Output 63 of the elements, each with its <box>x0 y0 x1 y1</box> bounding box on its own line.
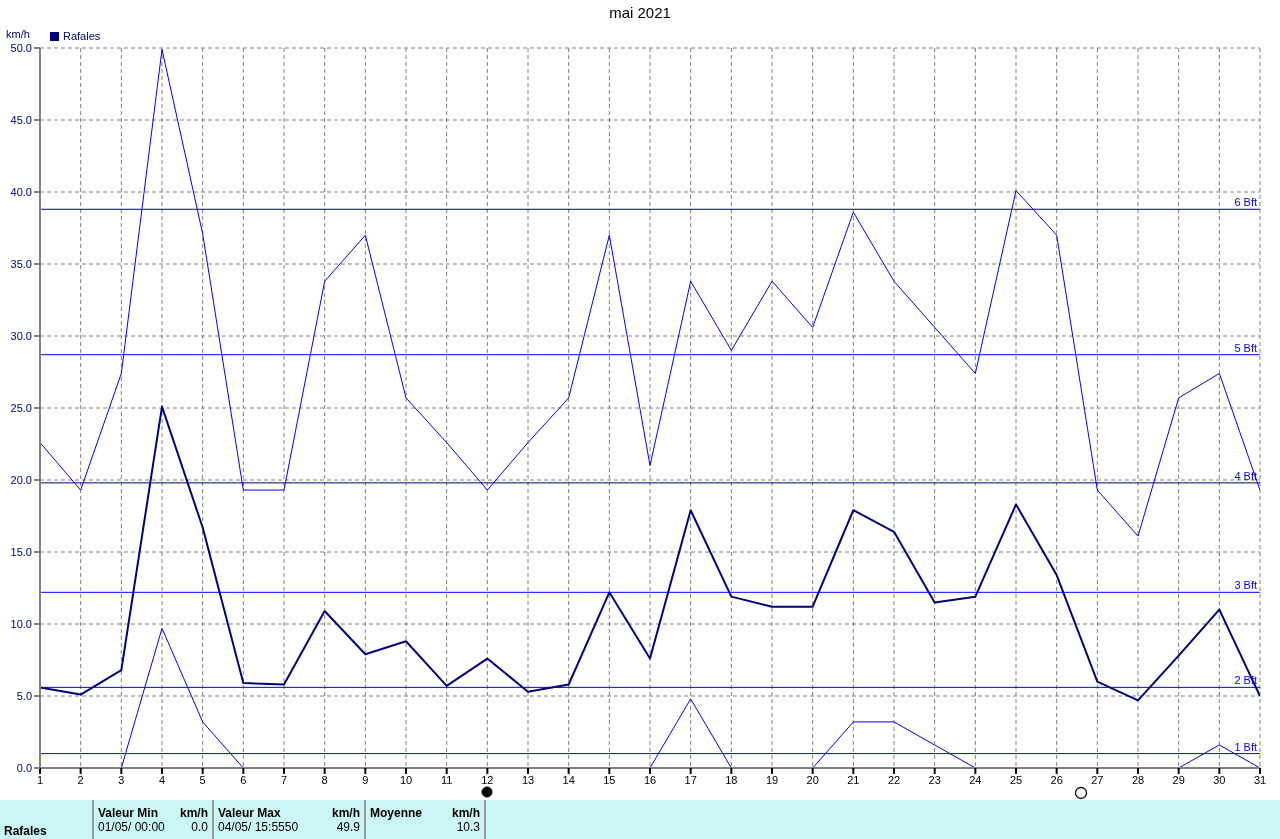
x-tick-label: 10 <box>399 773 413 786</box>
x-tick-label: 20 <box>806 773 819 786</box>
x-tick-label: 15 <box>603 773 616 786</box>
legend-label: Rafales <box>62 30 101 42</box>
x-tick-label: 26 <box>1050 773 1063 786</box>
y-tick-label: 50.0 <box>10 41 32 54</box>
x-tick-label: 9 <box>362 773 369 786</box>
text: Valeur Max <box>217 806 282 820</box>
x-tick-label: 29 <box>1172 773 1185 786</box>
text: km/h <box>331 806 361 820</box>
y-tick-label: 10.0 <box>10 617 32 630</box>
ref-line-label: 1 Bft <box>1234 740 1257 753</box>
ref-line-label: 6 Bft <box>1234 196 1257 209</box>
text: 04/05/ 15:5550 <box>217 820 300 834</box>
text: Moyenne <box>369 806 423 820</box>
text: Valeur Min <box>97 806 160 820</box>
ref-line-label: 4 Bft <box>1234 469 1257 482</box>
x-tick-label: 16 <box>643 773 657 786</box>
x-tick-label: 3 <box>118 773 125 786</box>
text: 10.3 <box>455 820 481 834</box>
y-tick-label: 35.0 <box>10 257 32 270</box>
x-tick-label: 21 <box>847 773 860 786</box>
chart-title: mai 2021 <box>608 4 672 21</box>
x-tick-label: 24 <box>969 773 982 786</box>
text: Rafales <box>3 823 48 839</box>
x-tick-label: 31 <box>1253 773 1267 786</box>
text: 0.0 <box>190 820 209 834</box>
y-tick-label: 40.0 <box>10 185 32 198</box>
y-tick-label: 5.0 <box>16 689 32 702</box>
ref-line-label: 5 Bft <box>1234 341 1257 354</box>
x-tick-label: 12 <box>481 773 494 786</box>
y-tick-label: 30.0 <box>10 329 32 342</box>
x-tick-label: 28 <box>1131 773 1145 786</box>
text: 49.9 <box>335 820 361 834</box>
x-tick-label: 30 <box>1213 773 1226 786</box>
text: km/h <box>451 806 481 820</box>
y-tick-label: 15.0 <box>10 545 32 558</box>
x-tick-label: 25 <box>1009 773 1023 786</box>
y-tick-label: 20.0 <box>10 473 32 486</box>
x-tick-label: 8 <box>321 773 328 786</box>
x-tick-label: 6 <box>240 773 247 786</box>
y-tick-label: 45.0 <box>10 113 32 126</box>
x-tick-label: 13 <box>521 773 535 786</box>
x-tick-label: 19 <box>765 773 779 786</box>
x-tick-label: 23 <box>928 773 941 786</box>
x-tick-label: 14 <box>562 773 575 786</box>
x-tick-label: 22 <box>887 773 901 786</box>
ref-line-label: 3 Bft <box>1234 579 1257 592</box>
text: km/h <box>179 806 209 820</box>
x-tick-label: 4 <box>158 773 166 786</box>
x-tick-label: 5 <box>199 773 206 786</box>
x-tick-label: 7 <box>280 773 288 786</box>
x-tick-label: 18 <box>725 773 738 786</box>
y-tick-label: 25.0 <box>10 401 32 414</box>
x-tick-label: 1 <box>36 773 44 786</box>
text: 01/05/ 00:00 <box>97 820 166 834</box>
y-axis-title: km/h <box>6 28 30 40</box>
x-tick-label: 17 <box>684 773 697 786</box>
x-tick-label: 27 <box>1091 773 1104 786</box>
line-series <box>40 405 1260 702</box>
y-tick-label: 0.0 <box>16 761 32 774</box>
x-tick-label: 11 <box>440 773 453 786</box>
x-tick-label: 2 <box>77 773 84 786</box>
